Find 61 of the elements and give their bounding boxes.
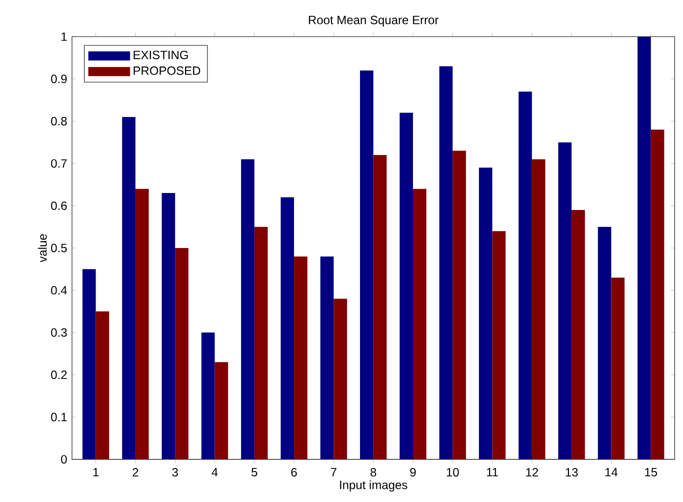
x-tick-label: 9 bbox=[410, 468, 416, 477]
bar bbox=[175, 248, 188, 460]
y-tick-label: 0.5 bbox=[51, 244, 67, 252]
bar bbox=[572, 210, 585, 460]
y-tick-label: 0.3 bbox=[51, 328, 67, 337]
x-axis-title: Input images bbox=[340, 480, 408, 492]
bar bbox=[96, 311, 110, 460]
y-tick-label: 0.7 bbox=[51, 159, 67, 168]
bar bbox=[214, 362, 228, 460]
bar bbox=[439, 66, 453, 460]
legend-label: PROPOSED bbox=[134, 66, 200, 75]
bar bbox=[122, 116, 136, 460]
bar bbox=[650, 130, 664, 460]
bar bbox=[611, 278, 625, 460]
y-axis-title: value bbox=[38, 234, 47, 262]
x-tick-label: 13 bbox=[566, 468, 578, 477]
bar bbox=[400, 112, 413, 460]
bar bbox=[82, 269, 96, 460]
x-tick-label: 4 bbox=[212, 468, 218, 476]
x-tick-label: 14 bbox=[605, 468, 618, 476]
y-tick-label: 0.9 bbox=[51, 74, 67, 84]
bar bbox=[638, 36, 651, 460]
bar bbox=[532, 159, 546, 460]
x-tick-label: 15 bbox=[645, 468, 658, 476]
y-tick-label: 0.4 bbox=[51, 286, 67, 295]
y-tick-label: 1 bbox=[62, 32, 67, 41]
bar bbox=[373, 155, 387, 460]
x-tick-label: 10 bbox=[446, 468, 459, 477]
bar bbox=[518, 92, 532, 460]
bar bbox=[162, 193, 176, 460]
y-tick-label: 0.8 bbox=[51, 116, 67, 126]
bar bbox=[334, 298, 348, 460]
bar bbox=[280, 197, 294, 460]
bar bbox=[201, 332, 215, 460]
x-tick-label: 5 bbox=[252, 468, 258, 476]
bar bbox=[478, 168, 492, 460]
x-tick-label: 3 bbox=[172, 468, 178, 477]
bar bbox=[492, 231, 506, 460]
chart-title: Root Mean Square Error bbox=[308, 16, 438, 27]
legend-label: EXISTING bbox=[134, 50, 188, 60]
bar bbox=[254, 226, 268, 460]
y-tick-label: 0.1 bbox=[51, 412, 67, 422]
y-tick-label: 0 bbox=[61, 455, 67, 464]
x-tick-label: 8 bbox=[370, 468, 376, 477]
x-tick-label: 6 bbox=[291, 468, 297, 477]
bar bbox=[360, 70, 374, 460]
bar bbox=[598, 226, 612, 460]
y-tick-label: 0.2 bbox=[51, 370, 67, 380]
x-tick-label: 1 bbox=[93, 468, 99, 476]
bar bbox=[558, 142, 572, 460]
bar bbox=[412, 188, 426, 460]
x-tick-label: 11 bbox=[486, 468, 498, 476]
bar bbox=[452, 150, 466, 460]
bar bbox=[294, 256, 308, 460]
x-tick-label: 7 bbox=[330, 468, 336, 476]
bar bbox=[241, 159, 254, 460]
bar bbox=[135, 188, 149, 460]
x-tick-label: 12 bbox=[526, 468, 538, 476]
y-tick-label: 0.6 bbox=[51, 201, 67, 210]
bar bbox=[320, 256, 334, 460]
x-tick-label: 2 bbox=[132, 468, 138, 476]
